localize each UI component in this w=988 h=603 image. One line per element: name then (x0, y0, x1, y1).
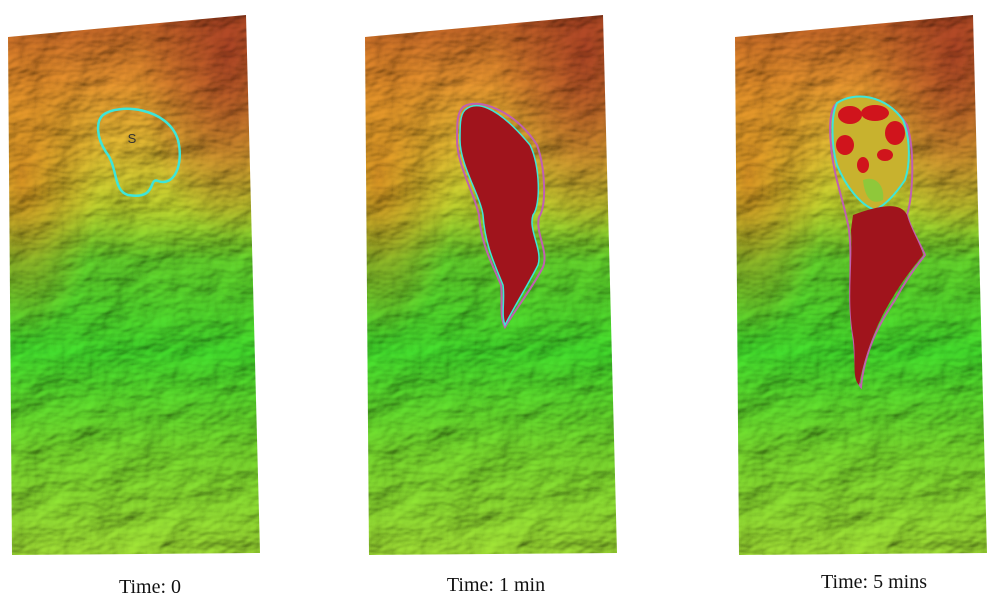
terrain (8, 15, 268, 560)
panel-caption: Time: 5 mins (821, 571, 927, 593)
terrain (365, 15, 625, 560)
page: S Time: 0 Time: 1 min Time (0, 0, 988, 603)
source-marker: S (128, 131, 137, 146)
panel-caption: Time: 1 min (447, 574, 545, 596)
figure: S Time: 0 Time: 1 min Time (0, 0, 988, 603)
panel (365, 15, 625, 560)
panel (735, 15, 988, 560)
panel-caption: Time: 0 (119, 576, 181, 598)
panel: S (8, 15, 268, 560)
